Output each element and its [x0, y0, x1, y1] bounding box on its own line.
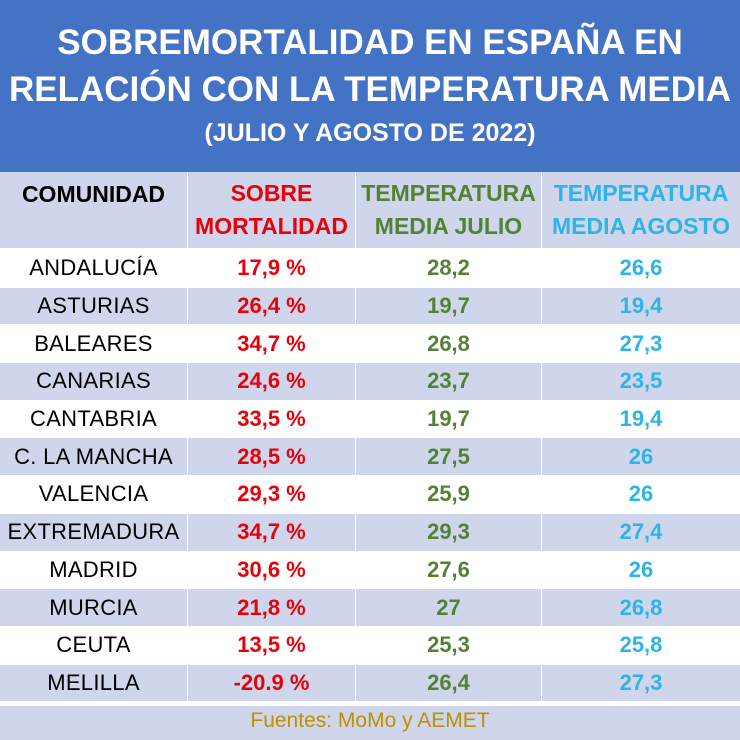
column-header-sobremortalidad-label: SOBRE MORTALIDAD [195, 177, 348, 243]
table-row: ASTURIAS 26,4 % 19,7 19,4 [0, 287, 740, 326]
title-banner: SOBREMORTALIDAD EN ESPAÑA EN RELACIÓN CO… [0, 0, 740, 172]
cell-sobremortalidad: 13,5 % [188, 626, 356, 664]
cell-sobremortalidad: 28,5 % [188, 438, 356, 476]
cell-comunidad: MELILLA [0, 664, 188, 702]
cell-sobremortalidad: 34,7 % [188, 325, 356, 363]
table-header-row: COMUNIDAD SOBRE MORTALIDAD TEMPERATURA M… [0, 172, 740, 250]
cell-comunidad: EXTREMADURA [0, 513, 188, 551]
cell-temperatura-julio: 23,7 [356, 363, 542, 400]
table-row: MELILLA -20.9 % 26,4 27,3 [0, 664, 740, 703]
table-row: ANDALUCÍA 17,9 % 28,2 26,6 [0, 250, 740, 288]
data-table: COMUNIDAD SOBRE MORTALIDAD TEMPERATURA M… [0, 172, 740, 703]
cell-comunidad: CANARIAS [0, 363, 188, 400]
column-header-sobremortalidad-line1: SOBRE [230, 180, 313, 206]
table-body: ANDALUCÍA 17,9 % 28,2 26,6 ASTURIAS 26,4 % 19,… [0, 250, 740, 703]
table-row: MURCIA 21,8 % 27 26,8 [0, 589, 740, 627]
cell-temperatura-julio: 29,3 [356, 513, 542, 551]
cell-sobremortalidad: 34,7 % [188, 513, 356, 551]
cell-temperatura-julio: 19,7 [356, 400, 542, 438]
cell-temperatura-agosto: 26,6 [619, 255, 663, 281]
column-header-comunidad: COMUNIDAD [0, 172, 188, 248]
cell-comunidad: VALENCIA [0, 476, 188, 513]
cell-temperatura-julio: 25,9 [356, 476, 542, 513]
column-header-julio-label: TEMPERATURA MEDIA JULIO [361, 177, 536, 243]
table-row: VALENCIA 29,3 % 25,9 26 [0, 476, 740, 514]
cell-temperatura-julio: 27 [356, 589, 542, 626]
cell-sobremortalidad: 30,6 % [188, 551, 356, 589]
title-line-1: SOBREMORTALIDAD EN ESPAÑA EN [57, 23, 683, 62]
cell-temperatura-agosto: 19,4 [619, 406, 663, 432]
cell-temperatura-agosto: 27,3 [619, 330, 663, 356]
cell-sobremortalidad: 29,3 % [188, 476, 356, 513]
cell-temperatura-agosto: 26,8 [619, 594, 663, 620]
sources-footer: Fuentes: MoMo y AEMET [0, 706, 740, 740]
cell-sobremortalidad: 26,4 % [188, 287, 356, 325]
cell-sobremortalidad: -20.9 % [188, 664, 356, 702]
table-row: CEUTA 13,5 % 25,3 25,8 [0, 626, 740, 665]
title-line-2: RELACIÓN CON LA TEMPERATURA MEDIA [8, 70, 731, 109]
cell-temperatura-julio: 27,6 [356, 551, 542, 589]
cell-temperatura-julio: 28,2 [356, 250, 542, 287]
column-header-agosto-line2: MEDIA AGOSTO [551, 213, 731, 239]
cell-temperatura-agosto: 26 [628, 443, 654, 469]
cell-sobremortalidad: 33,5 % [188, 400, 356, 438]
table-row: MADRID 30,6 % 27,6 26 [0, 551, 740, 590]
cell-temperatura-agosto: 23,5 [619, 368, 663, 394]
cell-temperatura-julio: 19,7 [356, 287, 542, 325]
cell-temperatura-agosto: 19,4 [619, 293, 663, 319]
cell-sobremortalidad: 21,8 % [188, 589, 356, 626]
column-header-temperatura-julio: TEMPERATURA MEDIA JULIO [356, 172, 542, 248]
cell-temperatura-julio: 27,5 [356, 438, 542, 476]
table-row: EXTREMADURA 34,7 % 29,3 27,4 [0, 513, 740, 552]
cell-comunidad: ANDALUCÍA [0, 250, 188, 287]
column-header-temperatura-agosto: TEMPERATURA MEDIA AGOSTO [542, 172, 740, 248]
column-header-julio-line2: MEDIA JULIO [374, 213, 523, 239]
column-header-agosto-line1: TEMPERATURA [553, 180, 729, 206]
cell-comunidad: C. LA MANCHA [0, 438, 188, 476]
cell-temperatura-julio: 25,3 [356, 626, 542, 664]
column-header-sobremortalidad: SOBRE MORTALIDAD [188, 172, 356, 248]
cell-comunidad: MADRID [0, 551, 188, 589]
column-header-agosto-label: TEMPERATURA MEDIA AGOSTO [552, 177, 730, 243]
cell-temperatura-agosto: 26 [628, 481, 654, 507]
table-row: C. LA MANCHA 28,5 % 27,5 26 [0, 438, 740, 477]
column-header-comunidad-label: COMUNIDAD [21, 181, 166, 207]
cell-temperatura-agosto: 27,3 [619, 669, 663, 695]
table-row: BALEARES 34,7 % 26,8 27,3 [0, 325, 740, 364]
table-row: CANARIAS 24,6 % 23,7 23,5 [0, 363, 740, 401]
cell-comunidad: BALEARES [0, 325, 188, 363]
cell-comunidad: CEUTA [0, 626, 188, 664]
subtitle: (JULIO Y AGOSTO DE 2022) [204, 119, 536, 147]
table-row: CANTABRIA 33,5 % 19,7 19,4 [0, 400, 740, 439]
cell-temperatura-julio: 26,4 [356, 664, 542, 702]
sources-text: Fuentes: MoMo y AEMET [250, 709, 490, 732]
cell-temperatura-julio: 26,8 [356, 325, 542, 363]
cell-sobremortalidad: 17,9 % [188, 250, 356, 287]
cell-sobremortalidad: 24,6 % [188, 363, 356, 400]
cell-comunidad: CANTABRIA [0, 400, 188, 438]
cell-temperatura-agosto: 27,4 [619, 519, 663, 545]
cell-comunidad: ASTURIAS [0, 287, 188, 325]
column-header-sobremortalidad-line2: MORTALIDAD [195, 213, 348, 239]
column-header-julio-line1: TEMPERATURA [361, 180, 536, 206]
cell-temperatura-agosto: 26 [628, 556, 654, 582]
cell-comunidad: MURCIA [0, 589, 188, 626]
cell-temperatura-agosto: 25,8 [619, 632, 663, 658]
